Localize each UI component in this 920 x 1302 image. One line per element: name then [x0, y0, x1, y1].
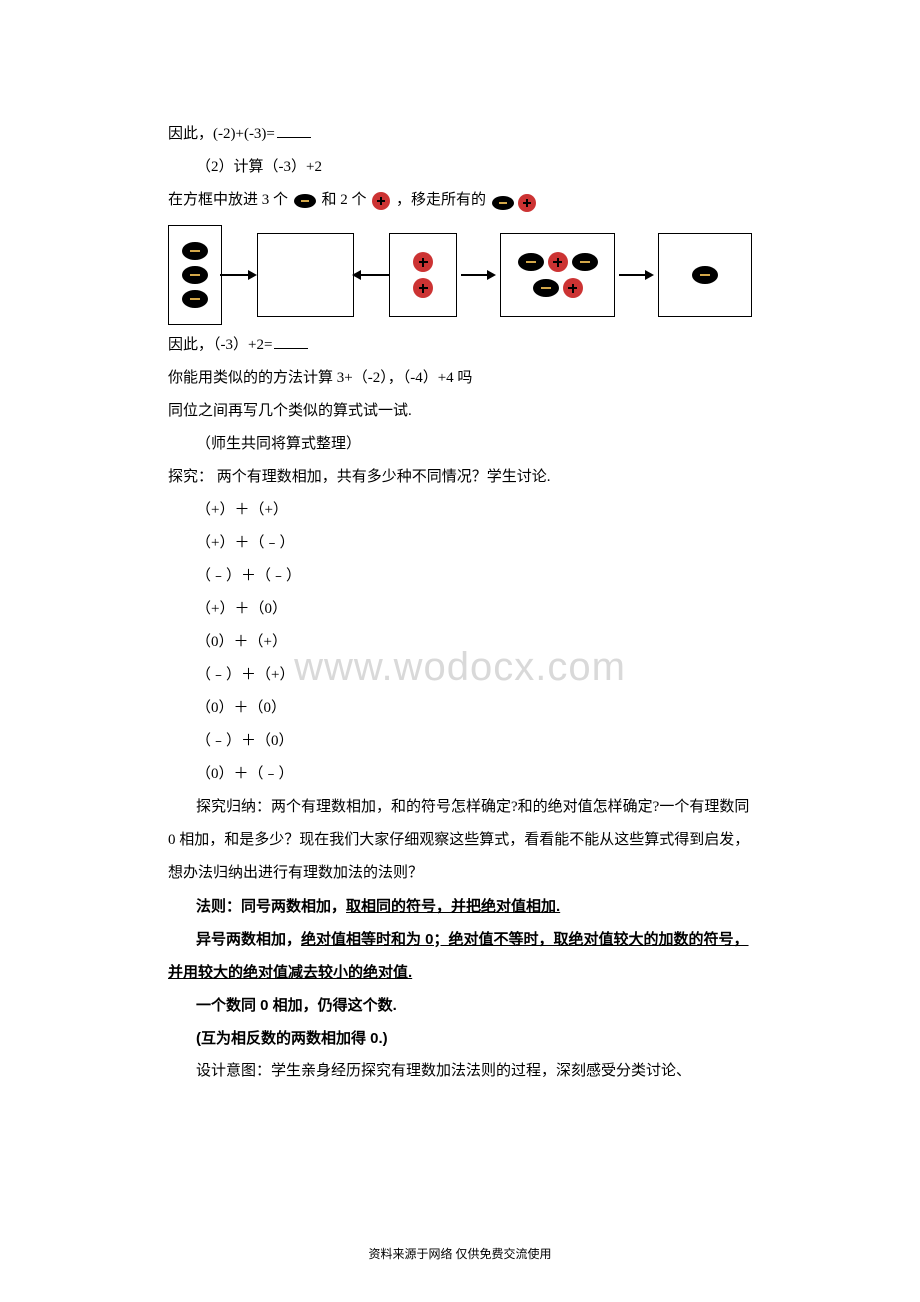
case-item: （﹣）＋（+）: [168, 659, 752, 692]
minus-icon: [533, 279, 559, 297]
line-put-boxes: 在方框中放进 3 个 和 2 个 ，移走所有的: [168, 184, 752, 217]
text: ，移走所有的: [396, 192, 486, 208]
counter-diagram: [168, 223, 752, 327]
plus-icon: [413, 278, 433, 298]
blank-fill: [277, 137, 311, 138]
plus-icon: [548, 252, 568, 272]
line-therefore-1: 因此，(-2)+(-3)=: [168, 118, 752, 151]
pair-icon: [490, 194, 538, 212]
rule-2: 异号两数相加，绝对值相等时和为 0；绝对值不等时，取绝对值较大的加数的符号，并用…: [168, 923, 752, 989]
page-footer: 资料来源于网络 仅供免费交流使用: [0, 1245, 920, 1262]
minus-icon: [182, 290, 208, 308]
rule-1: 法则：同号两数相加，取相同的符号，并把绝对值相加.: [168, 890, 752, 923]
minus-icon: [182, 266, 208, 284]
arrow-right-icon: [619, 270, 654, 280]
minus-icon: [518, 253, 544, 271]
diagram-box-3: [389, 233, 457, 317]
diagram-box-5: [658, 233, 752, 317]
line-explore: 探究： 两个有理数相加，共有多少种不同情况？学生讨论.: [168, 461, 752, 494]
plus-icon: [518, 194, 536, 212]
line-therefore-2: 因此，（-3）+2=: [168, 329, 752, 362]
text: 在方框中放进 3 个: [168, 192, 288, 208]
line-design: 设计意图：学生亲身经历探究有理数加法法则的过程，深刻感受分类讨论、: [168, 1055, 752, 1088]
minus-icon: [294, 194, 316, 208]
minus-icon: [182, 242, 208, 260]
minus-icon: [572, 253, 598, 271]
line-similar: 你能用类似的的方法计算 3+（-2），（-4）+4 吗: [168, 362, 752, 395]
diagram-box-2: [257, 233, 354, 317]
minus-icon: [692, 266, 718, 284]
text: 和 2 个: [322, 192, 367, 208]
rule-3: 一个数同 0 相加，仍得这个数.: [168, 989, 752, 1022]
plus-icon: [372, 192, 390, 210]
case-item: （﹣）＋（﹣）: [168, 560, 752, 593]
minus-icon: [492, 196, 514, 210]
case-item: （0）＋（+）: [168, 626, 752, 659]
text: 因此，(-2)+(-3)=: [168, 126, 275, 142]
plus-icon: [563, 278, 583, 298]
arrow-right-icon: [461, 270, 496, 280]
diagram-box-4: [500, 233, 615, 317]
text-underline: 取相同的符号，并把绝对值相加.: [346, 898, 560, 915]
case-item: （+）＋（+）: [168, 494, 752, 527]
blank-fill: [274, 348, 308, 349]
case-item: （﹣）＋（0）: [168, 725, 752, 758]
line-summary: 探究归纳：两个有理数相加，和的符号怎样确定?和的绝对值怎样确定?一个有理数同 0…: [168, 791, 752, 890]
diagram-box-1: [168, 225, 222, 325]
case-item: （0）＋（﹣）: [168, 758, 752, 791]
case-item: （0）＋（0）: [168, 692, 752, 725]
text: 异号两数相加，: [196, 931, 301, 948]
rule-4: (互为相反数的两数相加得 0.): [168, 1022, 752, 1055]
case-item: （+）＋（0）: [168, 593, 752, 626]
arrow-left-icon: [352, 270, 391, 280]
line-teacher: （师生共同将算式整理）: [168, 428, 752, 461]
text: 法则：同号两数相加，: [196, 898, 346, 915]
case-item: （+）＋（﹣）: [168, 527, 752, 560]
arrow-right-icon: [220, 270, 257, 280]
text: 因此，（-3）+2=: [168, 337, 272, 353]
line-pair-try: 同位之间再写几个类似的算式试一试.: [168, 395, 752, 428]
document-content: 因此，(-2)+(-3)= （2）计算（-3）+2 在方框中放进 3 个 和 2…: [0, 0, 920, 1088]
line-calc: （2）计算（-3）+2: [168, 151, 752, 184]
plus-icon: [413, 252, 433, 272]
